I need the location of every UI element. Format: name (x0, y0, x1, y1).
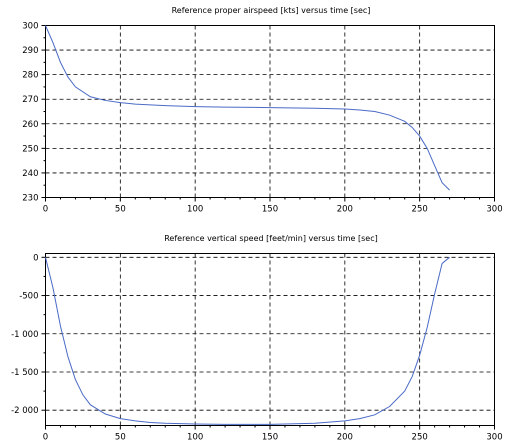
airspeed-x-axis: 0 50 100 150 200 250 300 (43, 197, 503, 215)
airspeed-y-tick-label: 240 (22, 169, 38, 179)
vertical-speed-y-tick-label: -500 (19, 292, 38, 302)
airspeed-y-tick-label: 230 (22, 194, 38, 204)
airspeed-x-tick-label: 150 (262, 205, 278, 215)
vertical-speed-x-tick-label: 300 (486, 433, 502, 443)
vertical-speed-x-tick-label: 200 (337, 433, 353, 443)
airspeed-grid (45, 25, 495, 198)
airspeed-chart-panel: Reference proper airspeed [kts] versus t… (22, 6, 502, 215)
vertical-speed-chart-title: Reference vertical speed [feet/min] vers… (164, 234, 378, 243)
vertical-speed-x-tick-label: 50 (115, 433, 126, 443)
vertical-speed-chart-panel: Reference vertical speed [feet/min] vers… (11, 234, 503, 443)
airspeed-y-axis: 230 240 250 260 270 280 290 300 (22, 22, 46, 204)
vertical-speed-x-axis: 0 50 100 150 200 250 300 (43, 425, 503, 443)
airspeed-x-tick-label: 300 (486, 205, 502, 215)
vertical-speed-y-tick-label: 0 (33, 253, 38, 263)
airspeed-y-tick-label: 280 (22, 71, 38, 81)
vertical-speed-x-tick-label: 100 (187, 433, 203, 443)
airspeed-y-tick-label: 270 (22, 95, 38, 105)
vertical-speed-y-tick-label: -1 000 (11, 330, 38, 340)
airspeed-x-tick-label: 250 (412, 205, 428, 215)
airspeed-x-tick-label: 100 (187, 205, 203, 215)
airspeed-chart-title: Reference proper airspeed [kts] versus t… (172, 6, 371, 15)
airspeed-y-tick-label: 250 (22, 144, 38, 154)
vertical-speed-series-line (45, 256, 450, 425)
airspeed-y-tick-label: 300 (22, 22, 38, 32)
vertical-speed-y-tick-label: -1 500 (11, 368, 38, 378)
airspeed-x-tick-label: 200 (337, 205, 353, 215)
vertical-speed-y-tick-label: -2 000 (11, 406, 38, 416)
vertical-speed-x-tick-label: 0 (43, 433, 48, 443)
airspeed-y-tick-label: 290 (22, 46, 38, 56)
vertical-speed-grid (45, 253, 495, 426)
airspeed-y-tick-label: 260 (22, 120, 38, 130)
vertical-speed-x-tick-label: 250 (412, 433, 428, 443)
airspeed-x-tick-label: 50 (115, 205, 126, 215)
vertical-speed-y-axis: 0 -500 -1 000 -1 500 -2 000 (11, 253, 46, 416)
airspeed-series-line (45, 25, 450, 191)
airspeed-x-tick-label: 0 (43, 205, 48, 215)
vertical-speed-x-tick-label: 150 (262, 433, 278, 443)
